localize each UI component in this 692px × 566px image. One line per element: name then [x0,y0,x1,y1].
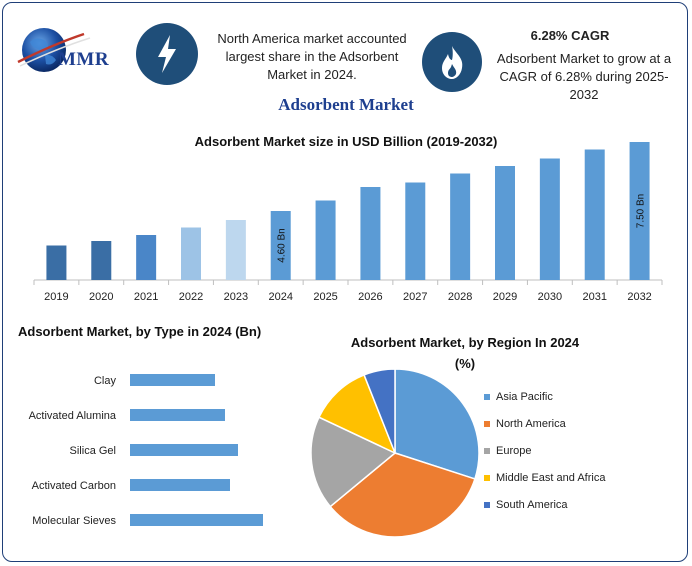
pie-slice-north-america [329,452,476,538]
bar-2020 [91,241,112,280]
bar-clay [130,374,215,386]
mmr-logo [14,22,132,82]
x-tick-label: 2023 [224,291,248,303]
x-tick-label: 2032 [627,291,651,303]
x-tick-label: 2024 [268,291,292,303]
bar-2030 [539,158,560,280]
x-tick-label: 2021 [134,291,158,303]
type-bar-chart: Clay Activated Alumina Silica Gel Activated… [29,374,263,527]
x-tick-label: 2026 [358,291,382,303]
legend-label: Asia Pacific [496,391,553,403]
bar-2022 [181,227,201,280]
pie-slice-europe [310,416,397,508]
pie-slice-middle-east-and-africa [317,373,397,455]
bar-2032 [629,142,650,280]
x-tick-label: 2030 [538,291,562,303]
legend-label: South America [496,499,568,511]
bar-activated-alumina [130,409,225,421]
legend-swatch [484,475,490,481]
legend-label: Europe [496,445,531,457]
legend-swatch [484,394,490,400]
bar-2023 [225,220,246,280]
legend-swatch [484,448,490,454]
data-label: 4.60 Bn [277,228,288,262]
x-tick-label: 2029 [493,291,517,303]
bar-2029 [495,166,515,280]
globe-icon [17,28,91,72]
bar-2019 [46,245,67,280]
data-label: 7.50 Bn [636,194,647,228]
x-tick-label: 2019 [44,291,68,303]
region-chart-subtitle: (%) [454,356,476,371]
bar-2027 [405,182,426,280]
bar-2028 [450,173,471,280]
x-tick-label: 2027 [403,291,427,303]
bar-activated-carbon [130,479,230,491]
market-size-bar-chart: 2019 2020 2021 2022 2023 2024 2025 2026 2027 2028… [33,142,663,303]
region-pie-chart: Asia Pacific North America Europe Middle Ea… [310,368,606,538]
bar-2031 [584,149,605,280]
x-tick-label: 2020 [89,291,113,303]
x-tick-label: 2025 [313,291,337,303]
page-title: Adsorbent Market [278,95,414,114]
legend-label: Middle East and Africa [496,472,606,484]
cagr-fact: Adsorbent Market to grow at a CAGR of 6.… [496,51,672,102]
bar-silica-gel [130,444,238,456]
legend-label: North America [496,418,567,430]
x-tick-label: 2028 [448,291,472,303]
bar-2021 [136,235,157,280]
bar-molecular-sieves [130,514,263,526]
pie-slice-south-america [363,368,396,454]
type-chart-title: Adsorbent Market, by Type in 2024 (Bn) [18,324,262,339]
flame-icon [422,32,482,92]
bar-2025 [315,200,336,280]
cagr-title: 6.28% CAGR [530,28,610,43]
pie-slice-asia-pacific [394,368,480,480]
legend-swatch [484,502,490,508]
lightning-bolt-icon [136,23,198,85]
legend-swatch [484,421,490,427]
bar-2026 [360,187,381,280]
category-label: Activated Alumina [29,410,117,422]
category-label: Clay [94,375,117,387]
logo-text: MMR [58,49,110,70]
category-label: Molecular Sieves [32,515,116,527]
north-america-fact: North America market accounted largest s… [217,31,407,82]
x-tick-label: 2022 [179,291,203,303]
market-size-chart-title: Adsorbent Market size in USD Billion (20… [194,134,498,149]
category-label: Silica Gel [70,445,116,457]
region-chart-title: Adsorbent Market, by Region In 2024 [350,335,580,350]
x-tick-label: 2031 [582,291,606,303]
category-label: Activated Carbon [32,480,116,492]
bar-2024 [270,211,291,280]
